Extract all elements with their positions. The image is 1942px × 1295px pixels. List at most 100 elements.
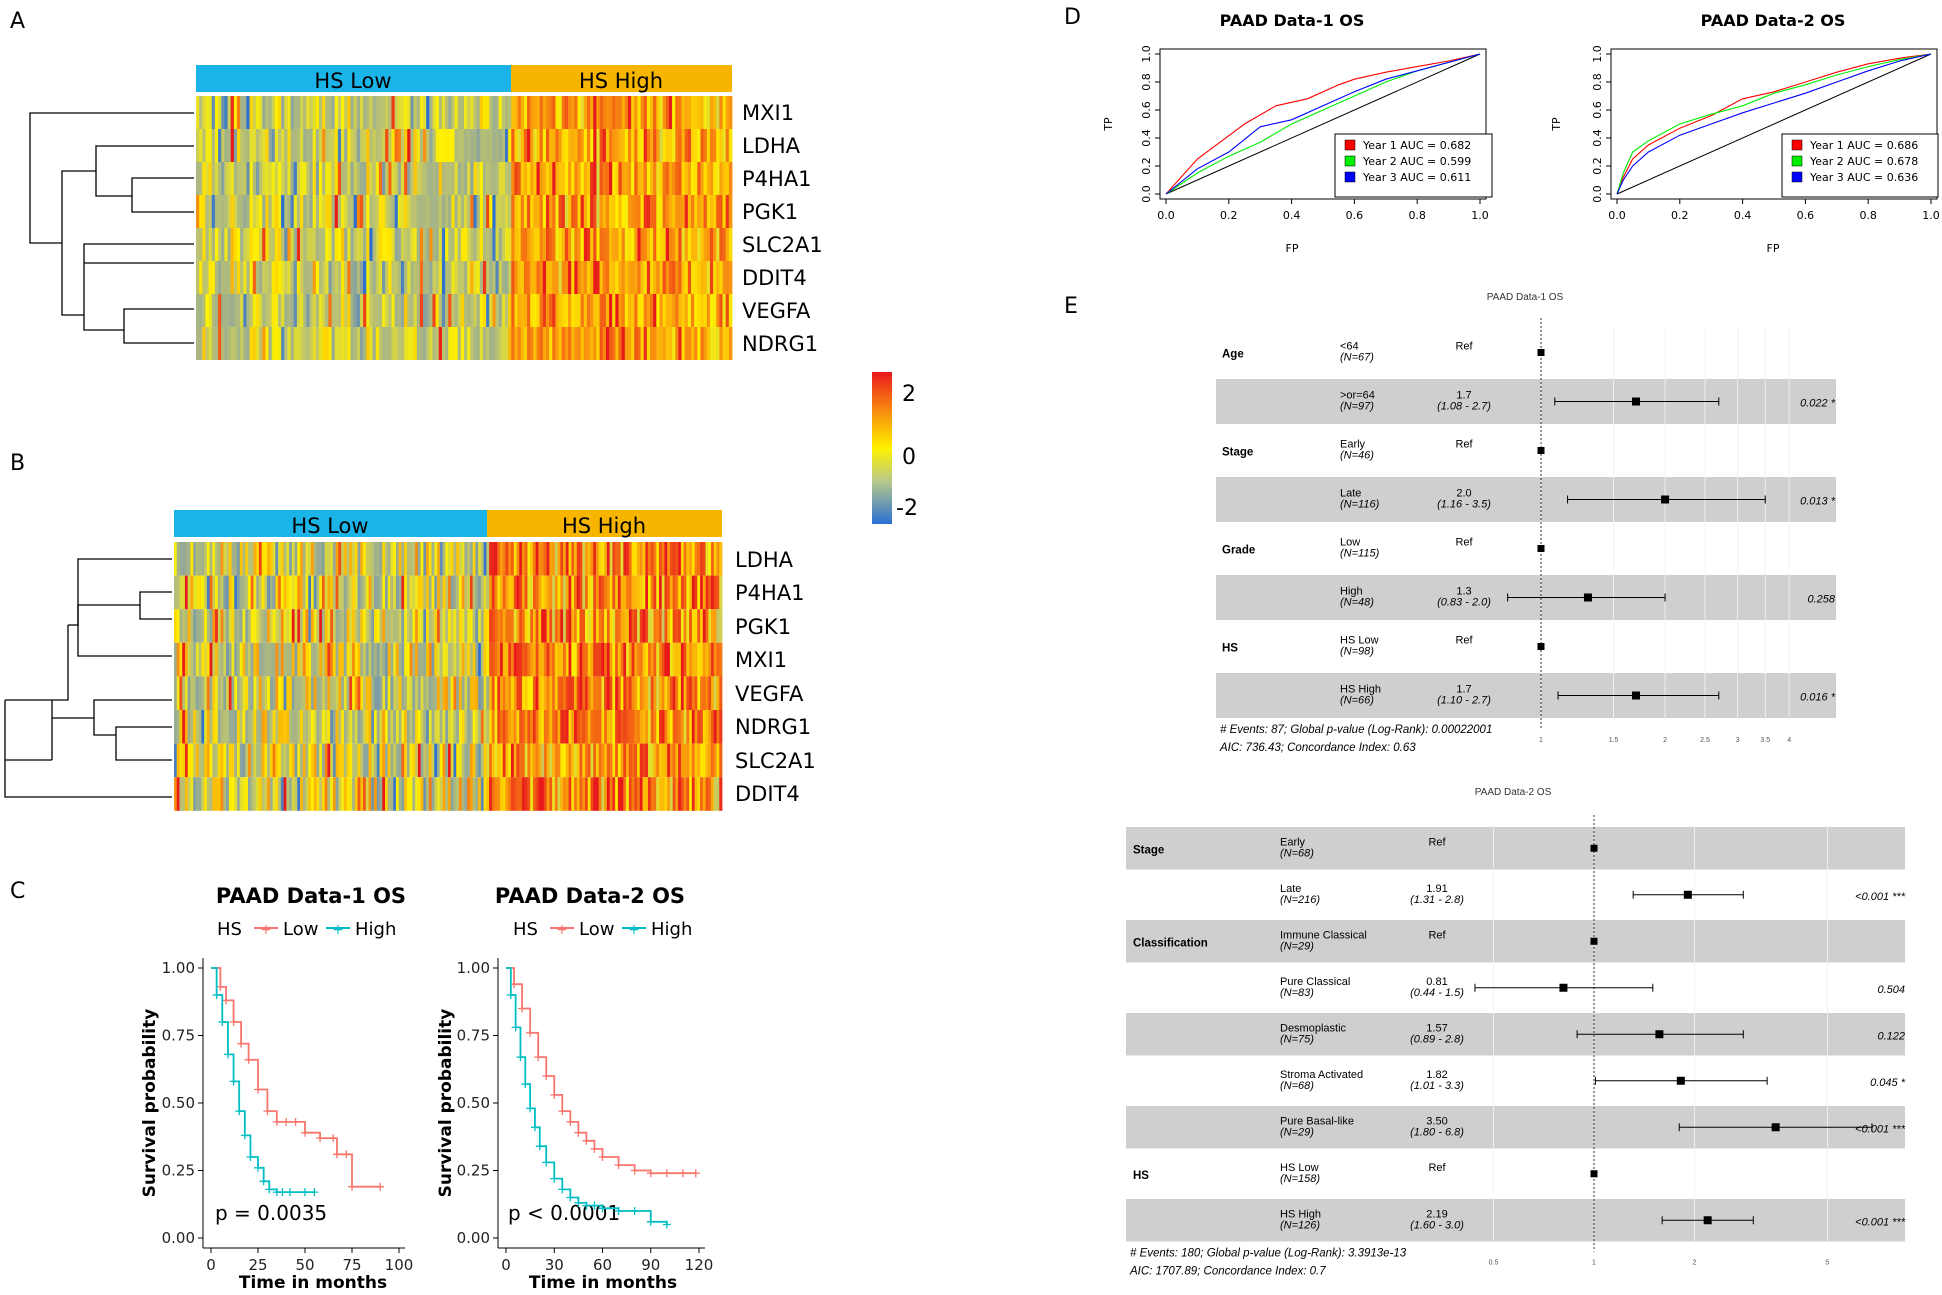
- heatmap-cell: [587, 710, 591, 744]
- heatmap-cell: [492, 195, 496, 228]
- heatmap-cell: [300, 777, 304, 811]
- heatmap-cell: [312, 294, 317, 327]
- heatmap-cell: [615, 575, 619, 610]
- heatmap-cell: [508, 642, 512, 677]
- heatmap-cell: [552, 327, 556, 360]
- heatmap-cell: [491, 642, 495, 677]
- heatmap-cell: [344, 261, 348, 294]
- heatmap-cell: [580, 294, 585, 327]
- heatmap-cell: [346, 609, 350, 643]
- heatmap-cell: [259, 261, 263, 294]
- heatmap-cell: [206, 542, 211, 576]
- heatmap-cell: [716, 195, 720, 228]
- heatmap-cell: [337, 228, 342, 261]
- heatmap-cell: [538, 676, 542, 710]
- heatmap-cell: [665, 195, 670, 228]
- heatmap-cell: [620, 642, 624, 677]
- heatmap-cell: [341, 710, 345, 744]
- heatmap-cell: [473, 261, 478, 294]
- heatmap-cell: [634, 327, 638, 360]
- heatmap-cell: [705, 777, 709, 811]
- heatmap-cell: [565, 710, 569, 744]
- heatmap-cell: [702, 642, 706, 677]
- heatmap-cell: [602, 327, 607, 360]
- heatmap-cell: [311, 777, 315, 811]
- heatmap-cell: [478, 575, 482, 610]
- heatmap-cell: [524, 542, 528, 576]
- heatmap-cell: [341, 129, 345, 162]
- heatmap-cell: [700, 294, 705, 327]
- heatmap-cell: [363, 162, 367, 195]
- heatmap-cell: [374, 609, 378, 643]
- heatmap-cell: [302, 710, 306, 744]
- heatmap-cell: [305, 575, 309, 610]
- heatmap-cell: [669, 609, 674, 643]
- heatmap-cell: [467, 710, 471, 744]
- heatmap-cell: [384, 777, 389, 811]
- heatmap-cell: [182, 743, 186, 778]
- heatmap-cell: [346, 642, 350, 677]
- heatmap-cell: [332, 575, 337, 610]
- heatmap-cell: [259, 327, 263, 360]
- heatmap-cell: [482, 294, 487, 327]
- heatmap-cell: [215, 676, 219, 710]
- heatmap-cell: [464, 228, 468, 261]
- heatmap-cell: [236, 162, 241, 195]
- heatmap-cell: [624, 195, 629, 228]
- heatmap-cell: [385, 228, 389, 261]
- heatmap-cell: [480, 676, 485, 710]
- heatmap-cell: [363, 129, 367, 162]
- heatmap-cell: [527, 676, 531, 710]
- heatmap-cell: [338, 542, 342, 576]
- heatmap-cell: [545, 294, 550, 327]
- heatmap-cell: [545, 96, 550, 129]
- heatmap-cell: [543, 642, 548, 677]
- heatmap-cell: [179, 542, 183, 576]
- heatmap-cell: [388, 261, 392, 294]
- heatmap-cell: [233, 228, 238, 261]
- heatmap-cell: [287, 261, 291, 294]
- heatmap-cell: [247, 777, 252, 811]
- heatmap-cell: [533, 162, 537, 195]
- heatmap-cell: [331, 261, 336, 294]
- heatmap-cell: [201, 710, 205, 744]
- heatmap-cell: [473, 96, 478, 129]
- heatmap-cell: [612, 542, 616, 576]
- forest1-level-label: >or=64: [1340, 390, 1375, 402]
- heatmap-cell: [385, 162, 389, 195]
- heatmap-cell: [252, 228, 257, 261]
- heatmap-cell: [265, 195, 269, 228]
- heatmap-cell: [668, 162, 673, 195]
- heatmap-cell: [523, 327, 528, 360]
- heatmap-cell: [253, 642, 257, 677]
- heatmap-cell: [571, 162, 575, 195]
- heatmap-cell: [579, 743, 583, 778]
- forest2-x-tick-label: 2: [1693, 1260, 1697, 1267]
- heatmap-cell: [294, 542, 298, 576]
- heatmap-cell: [595, 575, 600, 610]
- heatmap-cell: [456, 676, 460, 710]
- heatmap-cell: [330, 542, 334, 576]
- heatmap-cell: [296, 129, 301, 162]
- heatmap-cell: [456, 575, 460, 610]
- roc1-x-tick-label: 0.0: [1157, 209, 1175, 222]
- heatmap-cell: [631, 777, 635, 811]
- heatmap-cell: [634, 609, 638, 643]
- heatmap-cell: [221, 162, 225, 195]
- heatmap-cell: [543, 743, 548, 778]
- heatmap-cell: [391, 294, 396, 327]
- heatmap-a-group-bar-high: [511, 65, 732, 92]
- heatmap-cell: [332, 676, 337, 710]
- heatmap-cell: [445, 195, 449, 228]
- heatmap-cell: [627, 261, 632, 294]
- heatmap-cell: [300, 228, 304, 261]
- heatmap-cell: [196, 129, 200, 162]
- heatmap-cell: [240, 261, 244, 294]
- heatmap-cell: [278, 743, 282, 778]
- heatmap-cell: [388, 228, 392, 261]
- heatmap-cell: [609, 710, 613, 744]
- heatmap-cell: [305, 676, 309, 710]
- km2-y-tick-label: 0.50: [457, 1094, 490, 1112]
- heatmap-cell: [519, 743, 523, 778]
- forest2-group-label: Stage: [1133, 844, 1164, 856]
